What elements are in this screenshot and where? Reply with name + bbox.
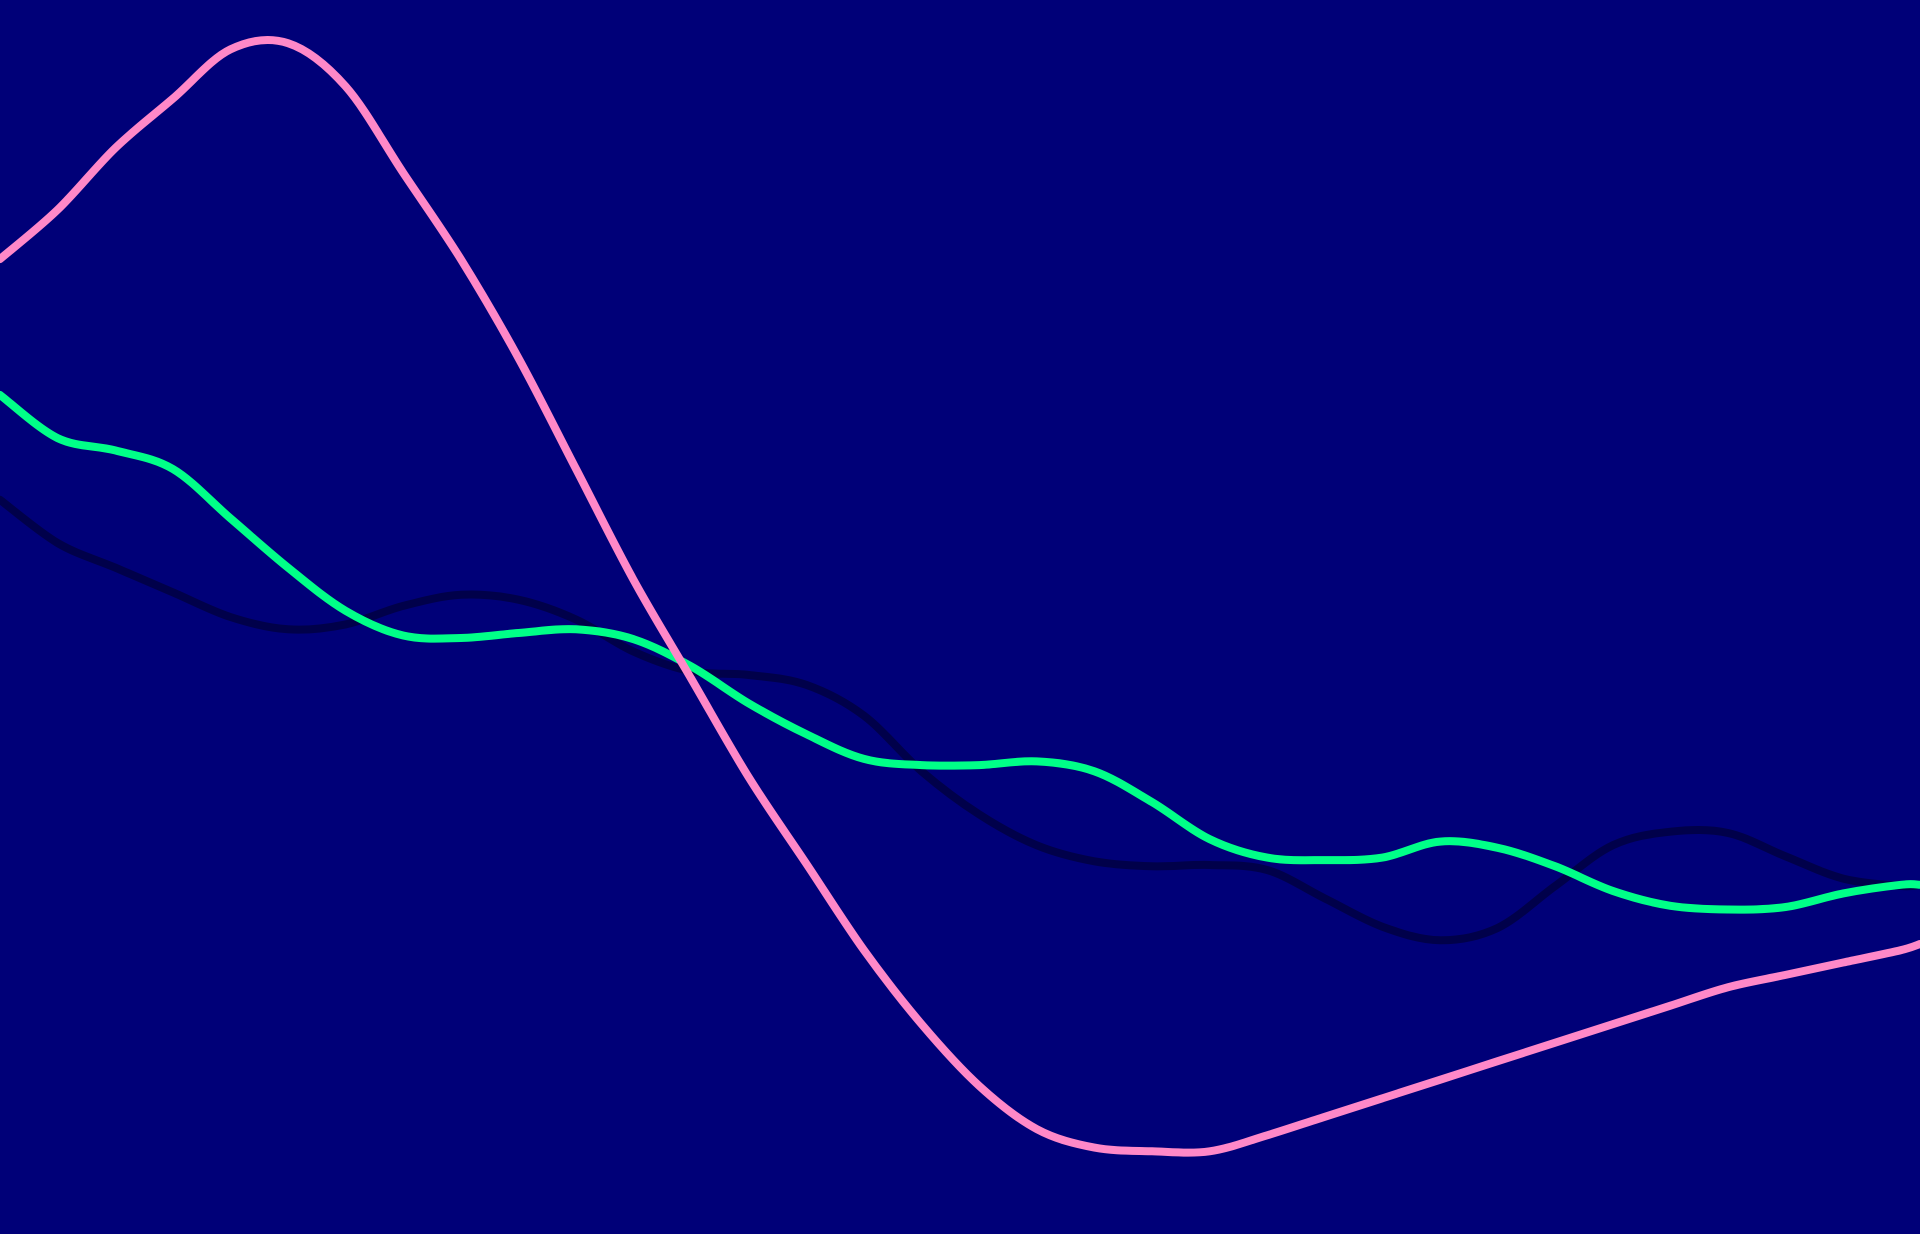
series-line-2 — [0, 390, 1920, 914]
series-line-3 — [0, 495, 1920, 945]
series-layer — [0, 35, 1920, 1157]
series-line-1 — [0, 35, 1920, 1157]
